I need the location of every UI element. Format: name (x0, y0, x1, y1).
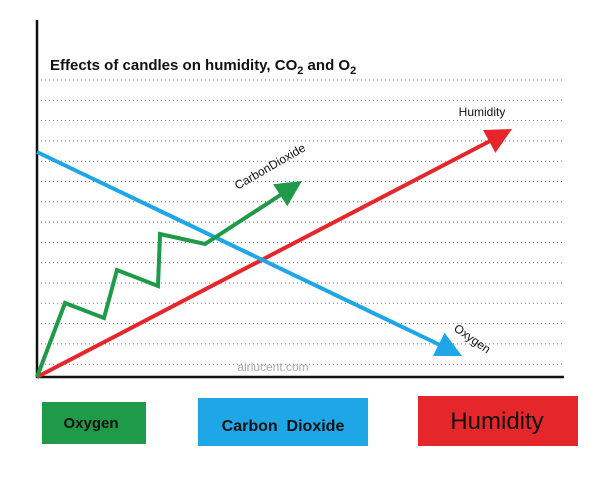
oxygen-arrow-head (432, 332, 462, 356)
humidity-label: Humidity (459, 105, 506, 119)
co2-arrow-head (273, 181, 302, 207)
co2-arrow (35, 192, 284, 378)
title-text: Effects of candles on humidity, CO (50, 57, 298, 74)
legend-box (198, 398, 368, 446)
arrows (35, 129, 512, 379)
title-sub: 2 (297, 65, 303, 77)
title-sub: 2 (350, 65, 356, 77)
humidity-arrow-head (482, 129, 512, 153)
title-text: and O (303, 57, 350, 74)
title: Effects of candles on humidity, CO2 and … (50, 57, 356, 77)
watermark: airlucent.com (237, 360, 308, 374)
legend-box (42, 402, 146, 444)
legend-label: Humidity (450, 408, 543, 435)
grid (37, 79, 563, 365)
legend-label: Oxygen (63, 415, 118, 432)
legend-box (418, 396, 578, 446)
oxygen-arrow (36, 150, 441, 347)
legend-label: Carbon Dioxide (222, 418, 345, 435)
